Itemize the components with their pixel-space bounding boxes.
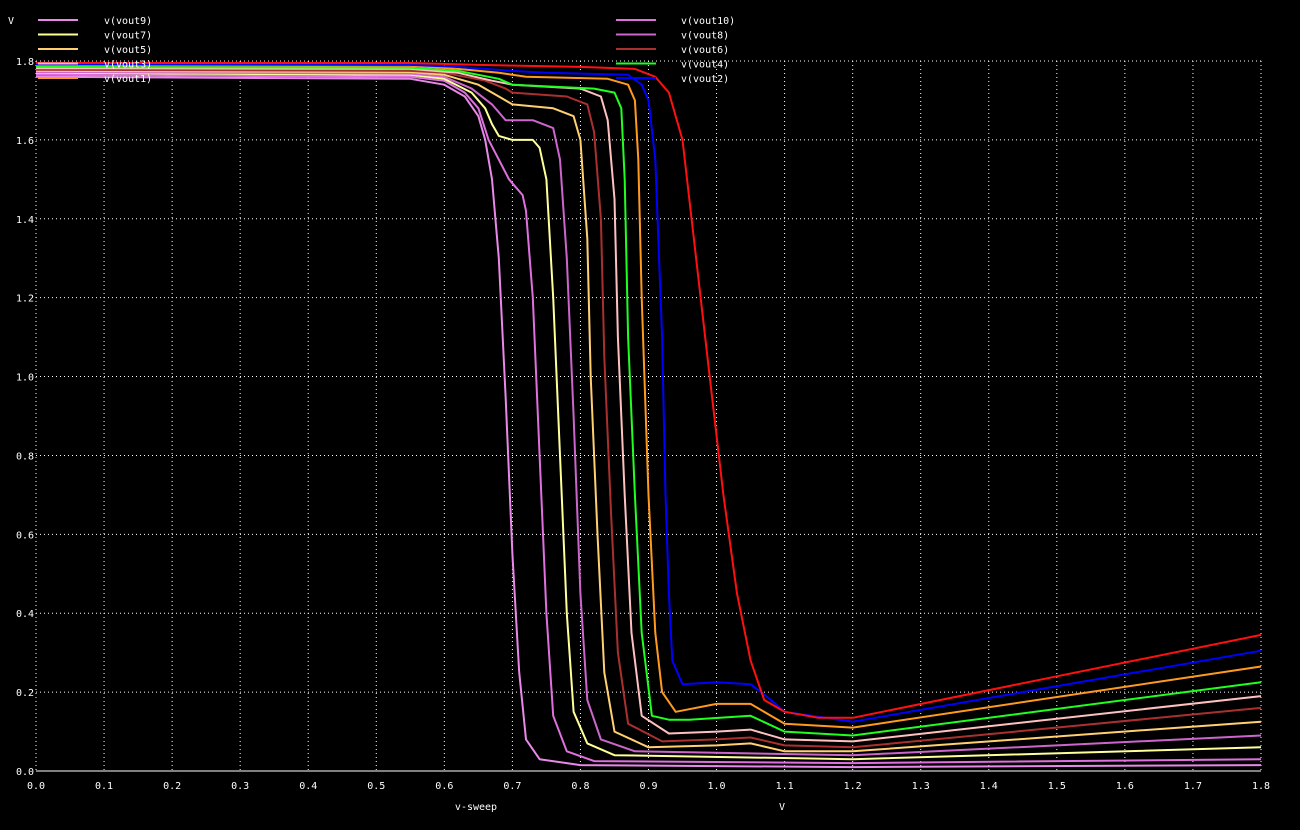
legend-label: v(vout7) xyxy=(104,31,152,42)
x-tick-label: 0.5 xyxy=(367,781,385,792)
legend: v(vout9) v(vout7) v(vout5) v(vout3) v(vout1)… xyxy=(38,16,735,85)
series-line xyxy=(35,69,1262,753)
y-tick-label: 1.2 xyxy=(16,294,34,305)
series-line xyxy=(35,73,1262,765)
y-tick-label: 1.8 xyxy=(16,57,34,68)
y-tick-label: 0.2 xyxy=(16,688,34,699)
y-tick-label: 0.6 xyxy=(16,530,34,541)
y-tick-label: 1.4 xyxy=(16,215,34,226)
legend-label: v(vout1) xyxy=(104,74,152,85)
x-tick-label: 1.5 xyxy=(1048,781,1066,792)
series-line xyxy=(35,68,1262,749)
x-tick-label: 0.7 xyxy=(503,781,521,792)
series-line xyxy=(35,65,1262,737)
x-axis-unit-label: V xyxy=(779,802,785,813)
legend-label: v(vout5) xyxy=(104,45,152,56)
series-line xyxy=(36,62,1262,719)
series-line xyxy=(35,63,1262,723)
series-line xyxy=(35,71,1262,761)
legend-label: v(vout9) xyxy=(104,16,152,27)
y-tick-label: 1.0 xyxy=(16,373,34,384)
x-axis-label: v-sweep xyxy=(455,802,497,813)
series-line xyxy=(35,63,1262,729)
x-tick-label: 0.0 xyxy=(27,781,45,792)
axes: 0.0 0.1 0.2 0.3 0.4 0.5 0.6 0.7 0.8 0.9 1.0 1.1 1.2 1… xyxy=(16,57,1270,792)
legend-label: v(vout4) xyxy=(681,60,729,71)
legend-label: v(vout8) xyxy=(681,31,729,42)
series-line xyxy=(35,71,1262,757)
y-tick-label: 0.0 xyxy=(16,767,34,778)
legend-label: v(vout10) xyxy=(681,16,735,27)
x-tick-label: 1.6 xyxy=(1116,781,1134,792)
x-tick-label: 1.8 xyxy=(1252,781,1270,792)
x-tick-label: 1.7 xyxy=(1184,781,1202,792)
x-tick-label: 1.4 xyxy=(980,781,998,792)
y-tick-label: 0.8 xyxy=(16,451,34,462)
x-tick-label: 1.0 xyxy=(708,781,726,792)
x-tick-label: 1.3 xyxy=(912,781,930,792)
x-tick-label: 0.2 xyxy=(163,781,181,792)
legend-label: v(vout2) xyxy=(681,74,729,85)
y-axis-unit-label: V xyxy=(8,16,14,27)
y-tick-label: 1.6 xyxy=(16,136,34,147)
x-tick-label: 1.2 xyxy=(844,781,862,792)
x-tick-label: 0.6 xyxy=(435,781,453,792)
x-tick-label: 0.4 xyxy=(299,781,317,792)
x-tick-label: 1.1 xyxy=(776,781,794,792)
y-tick-label: 0.4 xyxy=(16,609,34,620)
legend-label: v(vout6) xyxy=(681,45,729,56)
legend-label: v(vout3) xyxy=(104,60,152,71)
series-line xyxy=(35,67,1262,743)
x-tick-label: 0.3 xyxy=(231,781,249,792)
x-tick-label: 0.9 xyxy=(639,781,657,792)
series-line xyxy=(35,75,1262,769)
x-tick-label: 0.8 xyxy=(571,781,589,792)
series-group xyxy=(35,62,1262,769)
x-tick-label: 0.1 xyxy=(95,781,113,792)
